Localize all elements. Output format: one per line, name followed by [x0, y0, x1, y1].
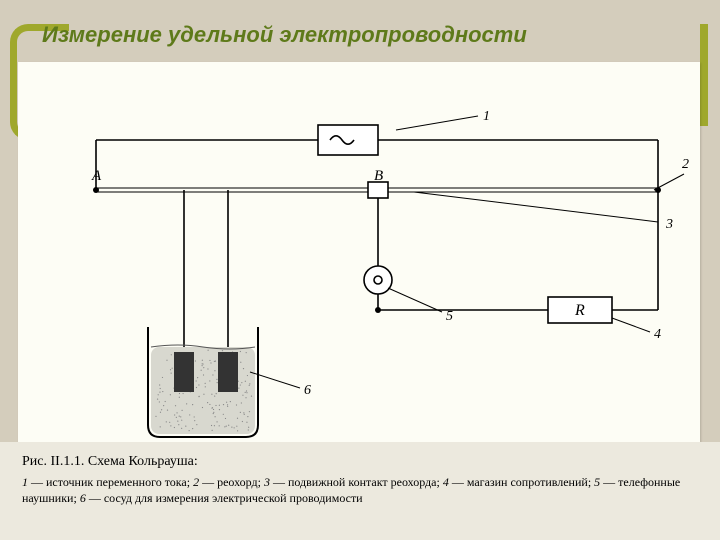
- figure-caption-title: Рис. II.1.1. Схема Кольрауша:: [22, 454, 198, 470]
- svg-text:5: 5: [446, 309, 453, 324]
- svg-text:A: A: [91, 168, 102, 184]
- right-bracket: [700, 24, 708, 126]
- svg-text:R: R: [574, 302, 585, 319]
- svg-text:1: 1: [483, 109, 490, 124]
- diagram-panel: ABR123456 используется электролитическая…: [18, 62, 700, 472]
- page-title: Измерение удельной электропроводности: [42, 22, 527, 48]
- figure-caption-legend: 1 — источник переменного тока; 2 — реохо…: [22, 474, 702, 506]
- svg-text:3: 3: [665, 217, 673, 232]
- svg-text:4: 4: [654, 327, 661, 342]
- kohlrausch-schematic: ABR123456: [18, 62, 700, 472]
- svg-text:6: 6: [304, 383, 311, 398]
- svg-text:2: 2: [682, 157, 689, 172]
